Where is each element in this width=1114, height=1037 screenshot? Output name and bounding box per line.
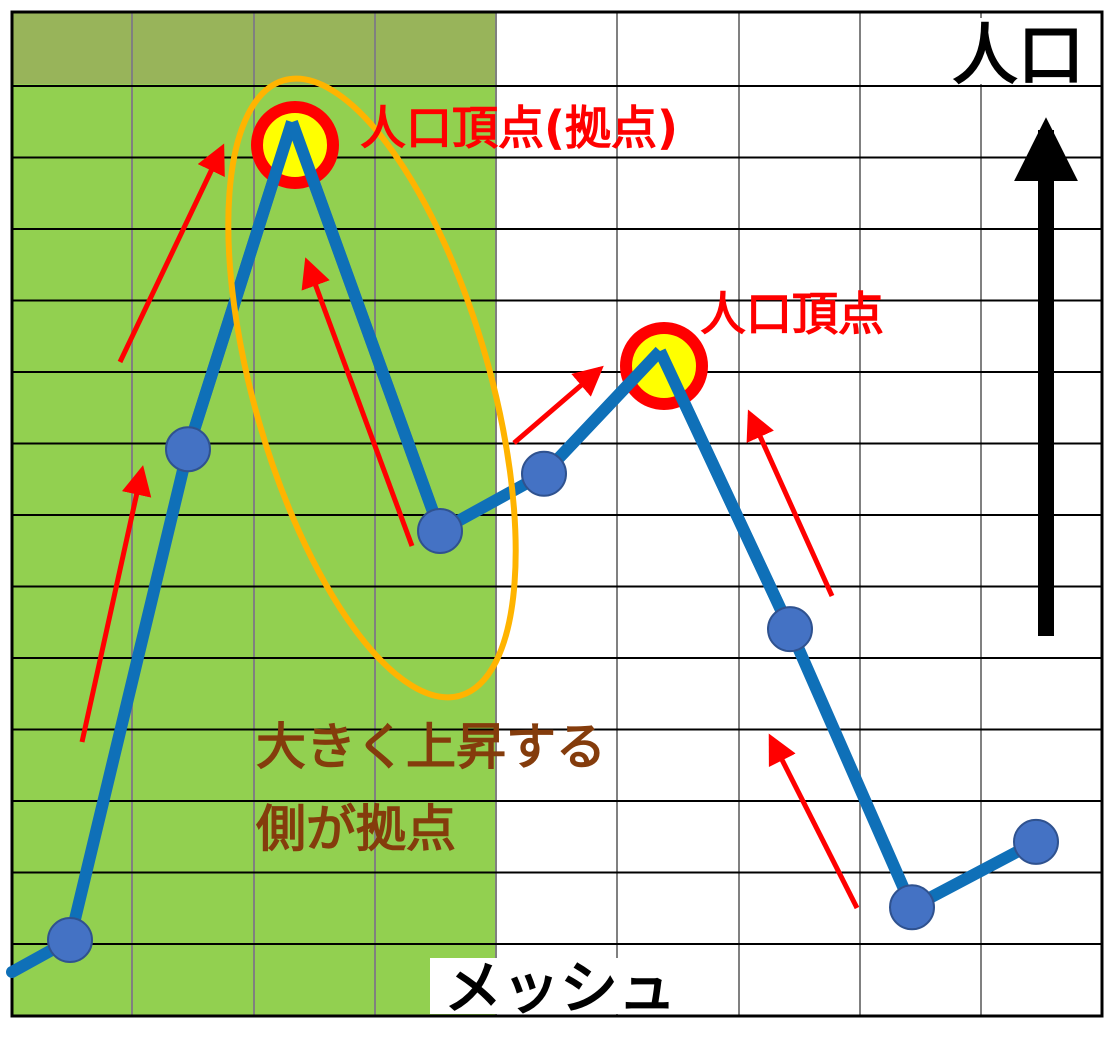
base-side-highlight [225, 75, 519, 701]
arrow-toward-other-peak-2 [768, 733, 860, 910]
mesh-point [889, 884, 935, 931]
mesh-point [767, 606, 813, 653]
mesh-grid [12, 12, 1102, 1016]
rule-text-line2: 側が拠点 [255, 800, 456, 858]
mesh-point [165, 426, 211, 473]
population-profile-overlay [47, 119, 1059, 963]
mesh-point [1013, 818, 1059, 865]
profile-segment [654, 348, 796, 632]
profile-segment [286, 119, 446, 534]
y-axis-label: 人口 [952, 17, 1084, 94]
arrow-toward-other-peak-1 [746, 409, 835, 598]
mesh-point [47, 917, 93, 963]
y-axis-label-backdrop [938, 18, 1096, 84]
other-peak-label: 人口頂点 [700, 287, 884, 341]
arrow-toward-base-peak [301, 257, 415, 547]
chart-frame [10, 10, 1104, 1018]
arrow-rise-1 [79, 465, 152, 743]
arrow-rise-3 [512, 365, 604, 445]
direction-arrows [79, 143, 860, 910]
rule-text-line1: 大きく上昇する [256, 718, 606, 776]
mesh-point [417, 508, 463, 554]
arrow-rise-2 [117, 143, 225, 364]
x-axis-label-backdrop [430, 958, 692, 1014]
base-peak-label: 人口頂点(拠点) [360, 101, 678, 155]
profile-segment [539, 346, 665, 478]
x-axis-label: メッシュ [444, 954, 676, 1022]
mesh-point [521, 450, 567, 497]
profile-segment [182, 120, 298, 452]
